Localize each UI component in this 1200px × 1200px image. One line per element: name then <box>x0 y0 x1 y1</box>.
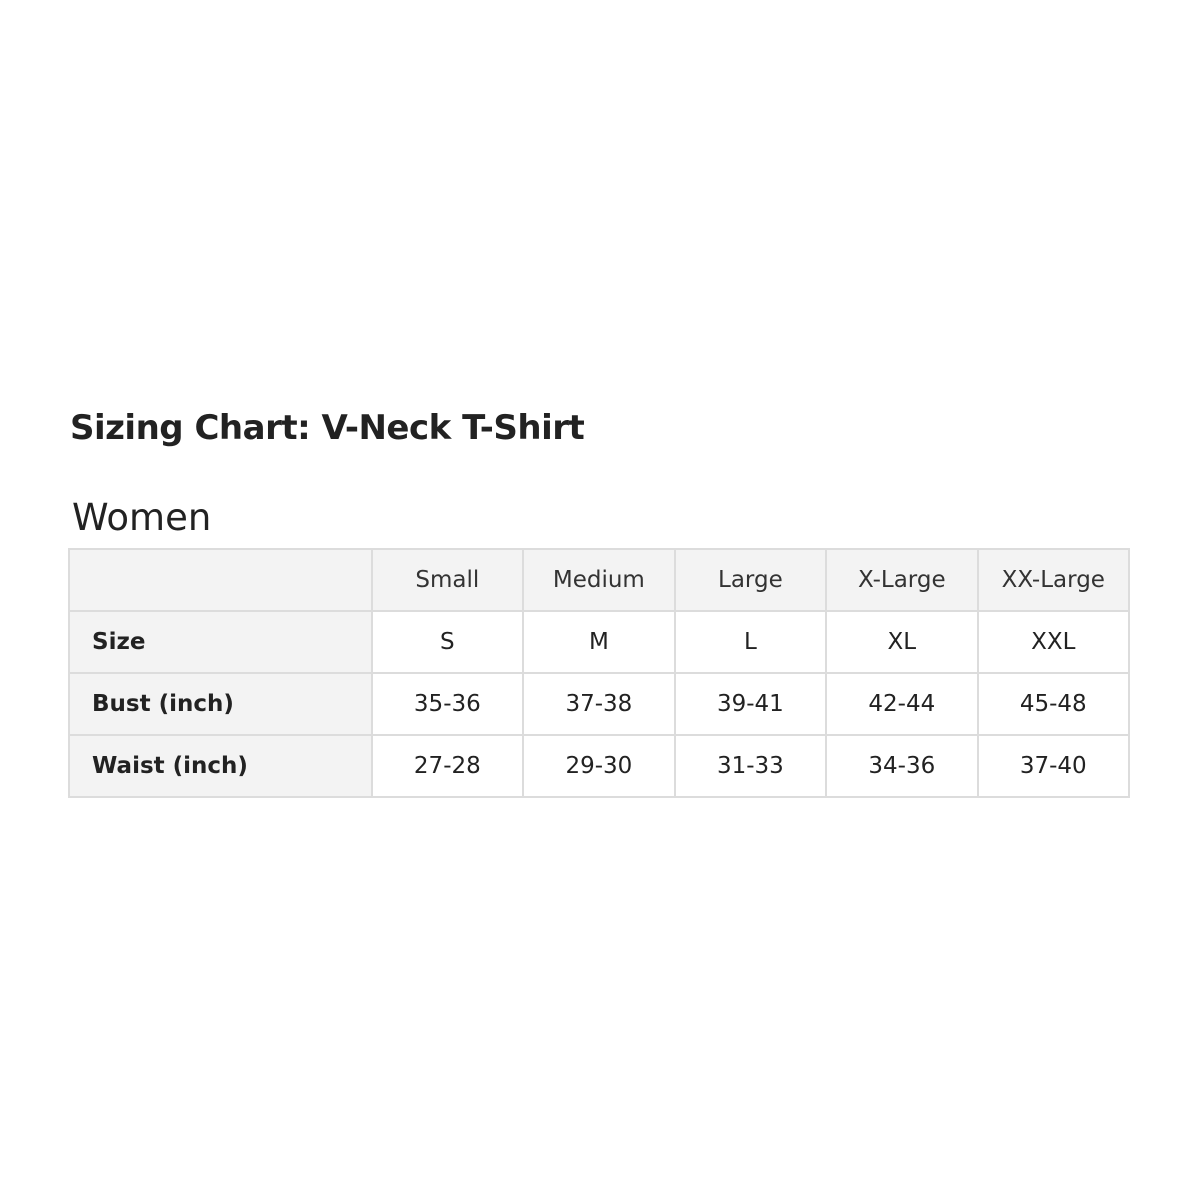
table-cell: 42-44 <box>825 672 979 736</box>
table-cell: 34-36 <box>825 734 979 798</box>
table-cell: 35-36 <box>370 672 525 736</box>
page-title: Sizing Chart: V-Neck T-Shirt <box>70 408 585 448</box>
header-cell: XX-Large <box>976 548 1131 612</box>
table-cell: S <box>370 610 525 674</box>
table-cell: L <box>673 610 828 674</box>
table-cell: XL <box>825 610 979 674</box>
table-cell: 31-33 <box>673 734 828 798</box>
row-label: Size <box>68 610 373 674</box>
table-cell: 39-41 <box>673 672 828 736</box>
table-cell: XXL <box>976 610 1131 674</box>
header-cell: Large <box>673 548 828 612</box>
section-heading-women: Women <box>72 496 212 539</box>
table-cell: 37-38 <box>522 672 676 736</box>
table-row: Waist (inch) 27-28 29-30 31-33 34-36 37-… <box>68 734 1131 798</box>
header-cell: Small <box>370 548 525 612</box>
sizing-table: Small Medium Large X-Large XX-Large Size… <box>68 548 1131 798</box>
header-cell: X-Large <box>825 548 979 612</box>
table-row: Bust (inch) 35-36 37-38 39-41 42-44 45-4… <box>68 672 1131 736</box>
table-cell: M <box>522 610 676 674</box>
table-header-row: Small Medium Large X-Large XX-Large <box>68 548 1131 612</box>
row-label: Waist (inch) <box>68 734 373 798</box>
row-label: Bust (inch) <box>68 672 373 736</box>
header-cell-empty <box>68 548 373 612</box>
header-cell: Medium <box>522 548 676 612</box>
table-cell: 29-30 <box>522 734 676 798</box>
table-cell: 37-40 <box>976 734 1131 798</box>
table-cell: 45-48 <box>976 672 1131 736</box>
table-cell: 27-28 <box>370 734 525 798</box>
table-row: Size S M L XL XXL <box>68 610 1131 674</box>
